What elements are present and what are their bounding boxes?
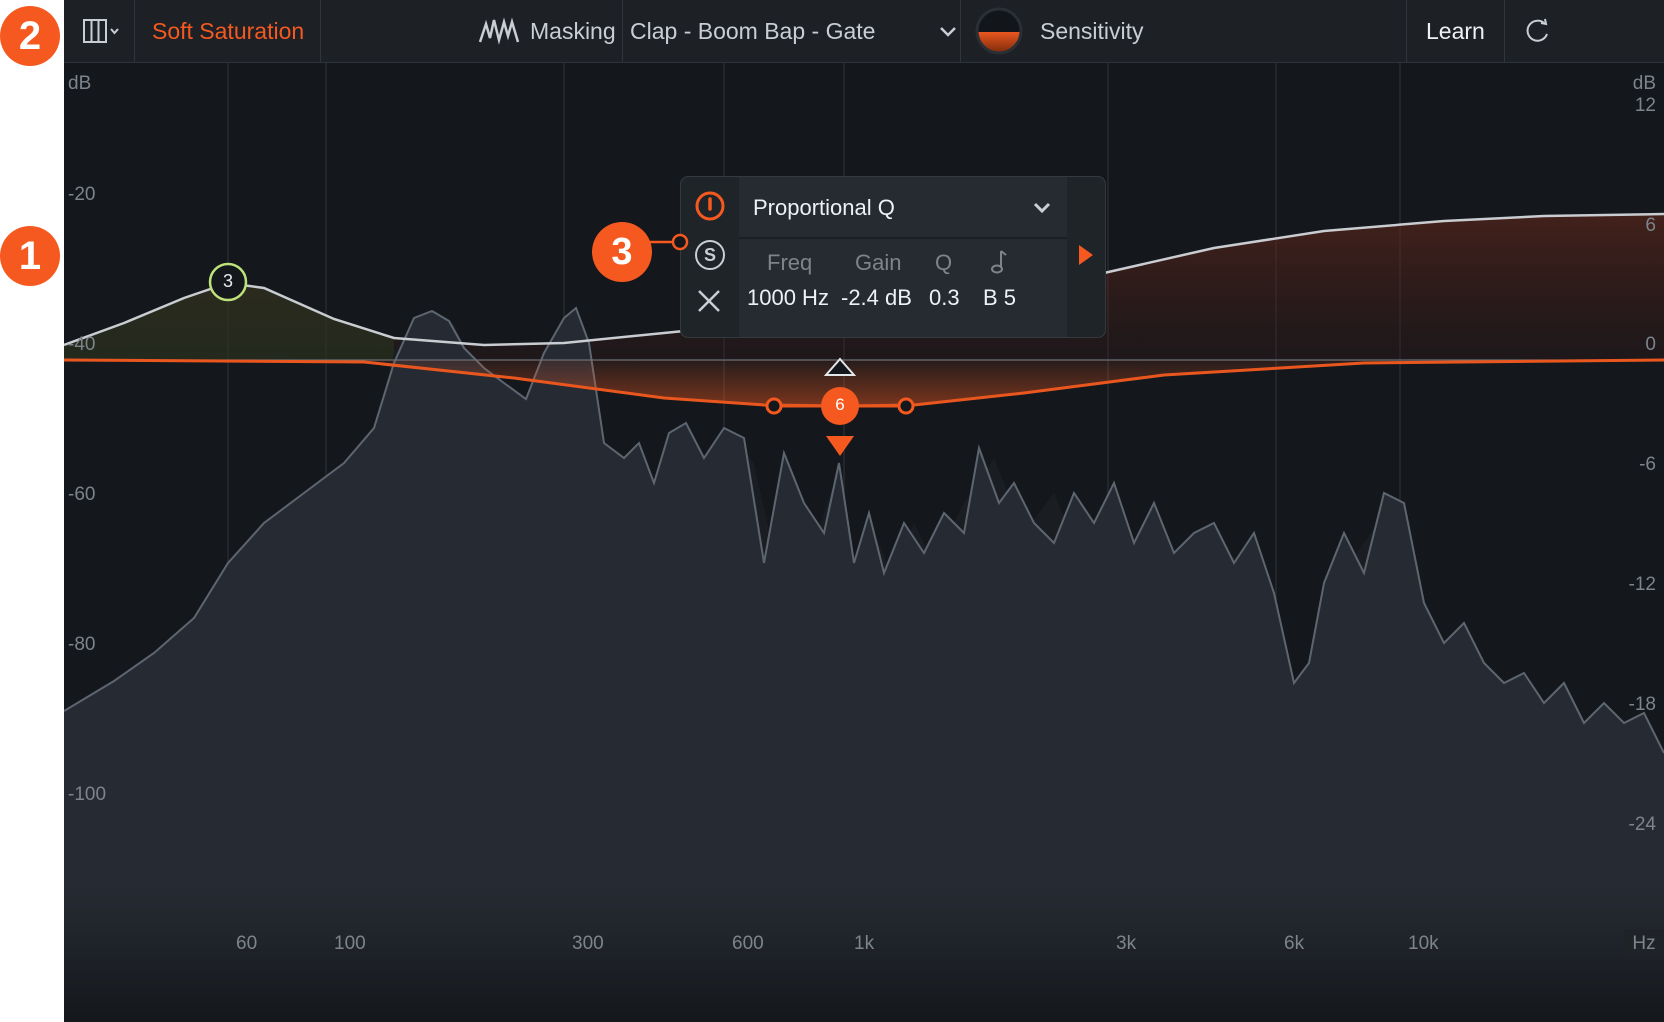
left-axis-tick: -20 — [68, 184, 96, 205]
gain-value[interactable]: -2.4 dB — [841, 285, 912, 310]
columns-icon — [83, 19, 119, 43]
right-axis-tick: 12 — [1634, 95, 1656, 116]
masking-preset-value: Clap - Boom Bap - Gate — [630, 17, 876, 44]
eq-plugin-panel: Soft Saturation Masking Clap - Boom Bap … — [64, 0, 1664, 1022]
eq-node-3[interactable] — [208, 262, 248, 302]
band-popup-expand[interactable] — [1067, 177, 1105, 337]
sensitivity-control[interactable]: Sensitivity — [974, 0, 1144, 62]
band-shape-value: Proportional Q — [753, 195, 895, 220]
learn-button[interactable]: Learn — [1426, 17, 1485, 44]
toolbar: Soft Saturation Masking Clap - Boom Bap … — [64, 0, 1664, 63]
band-6-right-q-handle[interactable] — [897, 397, 915, 415]
callout-3-connector — [650, 233, 689, 251]
freq-axis-tick: 3k — [1116, 933, 1137, 954]
left-axis-tick: -60 — [68, 484, 96, 505]
eq-node-6[interactable] — [821, 387, 859, 425]
masking-label: Masking — [530, 17, 616, 44]
mode-selector[interactable]: Soft Saturation — [152, 17, 305, 44]
chevron-down-icon — [1033, 202, 1051, 214]
band-gain-up-arrow[interactable] — [823, 357, 857, 376]
freq-axis-tick: 300 — [572, 933, 604, 954]
music-note-icon — [991, 250, 1007, 274]
freq-value[interactable]: 1000 Hz — [747, 285, 829, 310]
layout-menu-button[interactable] — [72, 0, 132, 62]
band-6-left-q-handle[interactable] — [765, 397, 783, 415]
callout-1: 1 — [0, 226, 60, 286]
eq-node-6-label: 6 — [835, 395, 845, 414]
callout-2: 2 — [0, 6, 60, 66]
callout-3: 3 — [592, 222, 652, 282]
freq-axis-unit: Hz — [1624, 929, 1664, 959]
right-axis-tick: -6 — [1639, 454, 1656, 475]
freq-axis-tick: 100 — [334, 933, 366, 954]
sensitivity-label: Sensitivity — [1040, 17, 1144, 44]
gain-header: Gain — [855, 250, 902, 275]
band-popup: S Proportional Q Freq Gain Q 1000 Hz -2.… — [680, 176, 1106, 338]
right-axis-tick: -12 — [1628, 574, 1656, 595]
refresh-icon — [1526, 18, 1548, 42]
eq-graph[interactable]: 6 3 dB dB -20 -40 -60 -80 -100 12 6 0 -6… — [64, 63, 1664, 1022]
q-value[interactable]: 0.3 — [929, 285, 960, 310]
left-axis-tick: -40 — [68, 334, 96, 355]
freq-axis-tick: 600 — [732, 933, 764, 954]
band-shape-dropdown[interactable]: Proportional Q — [739, 177, 1067, 239]
note-value[interactable]: B 5 — [983, 285, 1017, 310]
right-axis-unit: dB — [1632, 73, 1656, 94]
knob-icon — [975, 7, 1023, 55]
freq-axis-tick: 1k — [854, 933, 875, 954]
solo-label: S — [703, 244, 716, 265]
reset-button[interactable] — [1518, 0, 1558, 62]
freq-axis-tick: 60 — [236, 933, 258, 954]
freq-axis-tick: 6k — [1284, 933, 1305, 954]
q-header: Q — [935, 250, 953, 275]
band-gain-down-arrow[interactable] — [826, 436, 854, 456]
chevron-down-icon — [940, 27, 956, 37]
right-axis-tick: 6 — [1645, 215, 1656, 236]
play-arrow-icon — [1079, 245, 1093, 265]
eq-node-3-label: 3 — [222, 271, 233, 291]
masking-toggle[interactable]: Masking — [478, 0, 616, 62]
freq-header: Freq — [767, 250, 813, 275]
left-axis-tick: -100 — [68, 784, 107, 805]
right-axis-tick: 0 — [1645, 334, 1656, 355]
right-axis-tick: -24 — [1628, 814, 1656, 835]
solo-icon[interactable]: S — [695, 240, 725, 270]
left-axis-tick: -80 — [68, 634, 96, 655]
left-axis-unit: dB — [68, 73, 92, 94]
close-icon[interactable] — [695, 287, 723, 315]
masking-preset-dropdown[interactable]: Clap - Boom Bap - Gate — [630, 0, 958, 62]
band-popup-sidebar: S — [681, 177, 739, 337]
right-axis-tick: -18 — [1628, 694, 1656, 715]
power-icon[interactable] — [693, 189, 727, 223]
freq-axis-tick: 10k — [1408, 933, 1439, 954]
waveform-icon — [478, 17, 520, 45]
